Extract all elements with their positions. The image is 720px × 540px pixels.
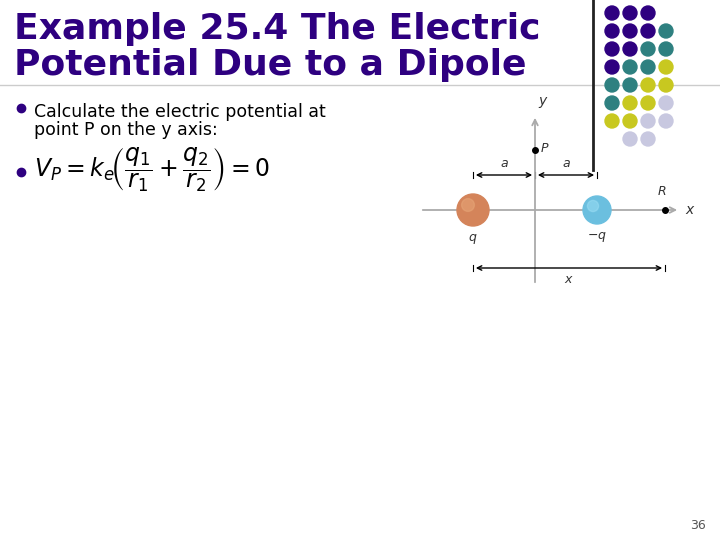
Circle shape	[659, 24, 673, 38]
Text: $V_P = k_e\!\left(\dfrac{q_1}{r_1} + \dfrac{q_2}{r_2}\right) = 0$: $V_P = k_e\!\left(\dfrac{q_1}{r_1} + \df…	[34, 146, 270, 194]
Circle shape	[623, 132, 637, 146]
Circle shape	[659, 42, 673, 56]
Text: 36: 36	[690, 519, 706, 532]
Circle shape	[623, 60, 637, 74]
Text: $P$: $P$	[540, 141, 549, 154]
Text: $x$: $x$	[685, 203, 696, 217]
Text: $q$: $q$	[468, 232, 478, 246]
Text: $a$: $a$	[562, 157, 570, 170]
Circle shape	[605, 60, 619, 74]
Text: Calculate the electric potential at: Calculate the electric potential at	[34, 103, 325, 121]
Circle shape	[641, 78, 655, 92]
Circle shape	[659, 114, 673, 128]
Circle shape	[623, 114, 637, 128]
Text: $R$: $R$	[657, 185, 667, 198]
Text: point P on the y axis:: point P on the y axis:	[34, 121, 217, 139]
Circle shape	[605, 114, 619, 128]
Circle shape	[623, 78, 637, 92]
Circle shape	[623, 96, 637, 110]
Circle shape	[641, 132, 655, 146]
Circle shape	[605, 24, 619, 38]
Circle shape	[605, 42, 619, 56]
Circle shape	[605, 6, 619, 20]
Circle shape	[641, 60, 655, 74]
Circle shape	[641, 114, 655, 128]
Circle shape	[623, 42, 637, 56]
Circle shape	[583, 196, 611, 224]
Text: Potential Due to a Dipole: Potential Due to a Dipole	[14, 48, 526, 82]
Circle shape	[623, 6, 637, 20]
Circle shape	[659, 60, 673, 74]
Circle shape	[641, 6, 655, 20]
Circle shape	[623, 24, 637, 38]
Circle shape	[462, 199, 474, 211]
Text: $-q$: $-q$	[587, 230, 607, 244]
Circle shape	[659, 96, 673, 110]
Circle shape	[641, 96, 655, 110]
Circle shape	[605, 96, 619, 110]
Text: $x$: $x$	[564, 273, 574, 286]
Text: $a$: $a$	[500, 157, 508, 170]
Circle shape	[641, 42, 655, 56]
Circle shape	[588, 200, 598, 212]
Circle shape	[605, 78, 619, 92]
Circle shape	[641, 24, 655, 38]
Circle shape	[659, 78, 673, 92]
Text: Example 25.4 The Electric: Example 25.4 The Electric	[14, 12, 541, 46]
Text: $y$: $y$	[538, 95, 549, 110]
Circle shape	[457, 194, 489, 226]
